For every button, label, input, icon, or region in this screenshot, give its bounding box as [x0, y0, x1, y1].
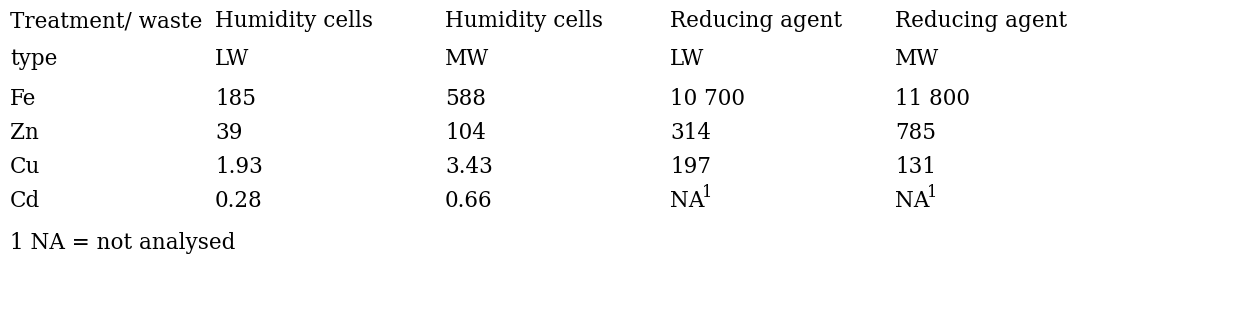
Text: NA: NA [670, 190, 704, 212]
Text: 39: 39 [215, 122, 243, 144]
Text: LW: LW [215, 48, 249, 70]
Text: 104: 104 [445, 122, 486, 144]
Text: Cd: Cd [10, 190, 40, 212]
Text: Treatment/ waste: Treatment/ waste [10, 10, 202, 32]
Text: 314: 314 [670, 122, 711, 144]
Text: Reducing agent: Reducing agent [670, 10, 842, 32]
Text: 1 NA = not analysed: 1 NA = not analysed [10, 232, 236, 254]
Text: type: type [10, 48, 57, 70]
Text: Reducing agent: Reducing agent [895, 10, 1068, 32]
Text: 1.93: 1.93 [215, 156, 263, 178]
Text: Fe: Fe [10, 88, 36, 110]
Text: 588: 588 [445, 88, 486, 110]
Text: 197: 197 [670, 156, 711, 178]
Text: Humidity cells: Humidity cells [215, 10, 373, 32]
Text: 185: 185 [215, 88, 255, 110]
Text: 3.43: 3.43 [445, 156, 492, 178]
Text: Humidity cells: Humidity cells [445, 10, 603, 32]
Text: 1: 1 [928, 184, 937, 201]
Text: 0.66: 0.66 [445, 190, 492, 212]
Text: LW: LW [670, 48, 704, 70]
Text: 11 800: 11 800 [895, 88, 970, 110]
Text: 785: 785 [895, 122, 936, 144]
Text: 131: 131 [895, 156, 936, 178]
Text: MW: MW [445, 48, 490, 70]
Text: Zn: Zn [10, 122, 38, 144]
Text: 0.28: 0.28 [215, 190, 263, 212]
Text: 10 700: 10 700 [670, 88, 745, 110]
Text: Cu: Cu [10, 156, 41, 178]
Text: NA: NA [895, 190, 929, 212]
Text: 1: 1 [702, 184, 712, 201]
Text: MW: MW [895, 48, 939, 70]
